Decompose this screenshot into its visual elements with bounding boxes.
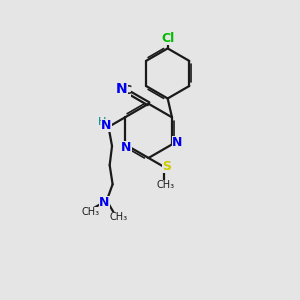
Text: Cl: Cl — [161, 32, 174, 46]
Text: C: C — [122, 84, 131, 97]
Text: N: N — [99, 196, 110, 209]
Text: H: H — [98, 117, 106, 127]
Text: CH₃: CH₃ — [156, 180, 174, 190]
Text: S: S — [162, 160, 171, 173]
Text: N: N — [122, 141, 132, 154]
Text: N: N — [101, 119, 112, 132]
Text: N: N — [172, 136, 182, 149]
Text: CH₃: CH₃ — [110, 212, 128, 222]
Text: N: N — [116, 82, 128, 96]
Text: CH₃: CH₃ — [82, 207, 100, 217]
